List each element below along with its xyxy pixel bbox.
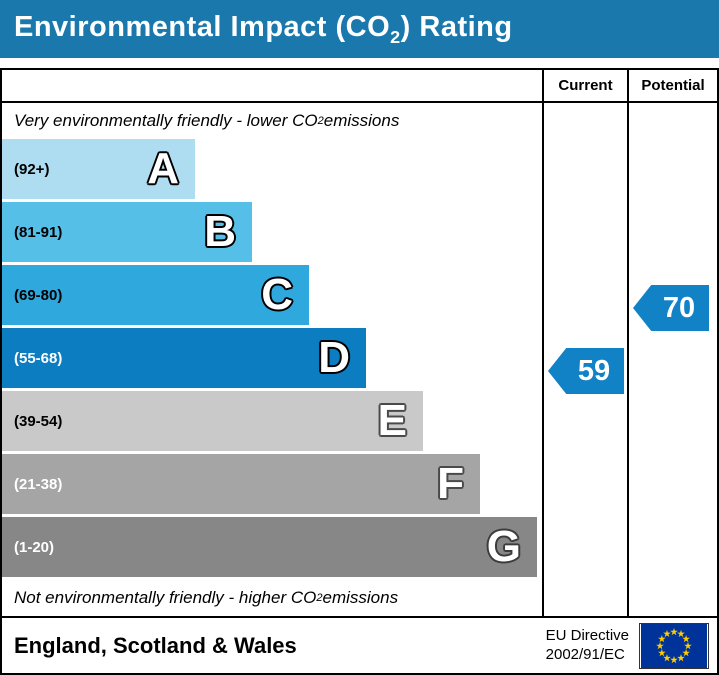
band-range-label: (55-68) xyxy=(14,349,63,367)
band-range-label: (69-80) xyxy=(14,286,63,304)
band-row: (1-20) G xyxy=(2,517,542,577)
potential-column: 70 xyxy=(627,103,717,616)
potential-column-header: Potential xyxy=(627,70,717,103)
rating-chart: Current Potential Very environmentally f… xyxy=(0,68,719,618)
band-row: (81-91) B xyxy=(2,202,542,262)
page-title: Environmental Impact (CO2) Rating xyxy=(14,11,513,48)
eu-directive-line1: EU Directive xyxy=(545,626,629,644)
band-letter: C xyxy=(261,270,293,319)
band-row: (55-68) D xyxy=(2,328,542,388)
potential-rating-arrow: 70 xyxy=(633,285,709,331)
main-column-header xyxy=(2,70,542,103)
potential-rating-value: 70 xyxy=(662,291,696,324)
band-bar: (39-54) E xyxy=(2,391,423,451)
current-column-header: Current xyxy=(542,70,627,103)
band-row: (39-54) E xyxy=(2,391,542,451)
band-bar: (81-91) B xyxy=(2,202,252,262)
band-letter: D xyxy=(318,333,350,382)
band-row: (92+) A xyxy=(2,139,542,199)
band-letter: A xyxy=(147,144,179,193)
eu-directive-label: EU Directive 2002/91/EC xyxy=(546,627,629,665)
band-bar: (55-68) D xyxy=(2,328,366,388)
band-letter: G xyxy=(486,522,521,571)
band-bar: (69-80) C xyxy=(2,265,309,325)
band-range-label: (21-38) xyxy=(14,475,63,493)
band-range-label: (1-20) xyxy=(14,538,55,556)
band-letter: E xyxy=(377,396,407,445)
band-bar: (92+) A xyxy=(2,139,195,199)
bottom-note-suffix: emissions xyxy=(322,588,399,607)
current-column: 59 xyxy=(542,103,627,616)
band-range-label: (81-91) xyxy=(14,223,63,241)
page-title-suffix: ) Rating xyxy=(400,10,513,43)
bottom-note: Not environmentally friendly - higher CO… xyxy=(2,580,542,616)
band-letter: B xyxy=(204,207,236,256)
band-row: (21-38) F xyxy=(2,454,542,514)
footer: England, Scotland & Wales EU Directive 2… xyxy=(0,618,719,675)
top-note: Very environmentally friendly - lower CO… xyxy=(2,103,542,139)
band-row: (69-80) C xyxy=(2,265,542,325)
band-letter: F xyxy=(437,459,464,508)
band-list: (92+) A (81-91) B (69-80) C (55-68) D (3… xyxy=(2,139,542,577)
top-note-subscript: 2 xyxy=(317,115,324,127)
current-rating-arrow: 59 xyxy=(548,348,624,394)
eu-directive-line2: 2002/91/EC xyxy=(545,645,625,663)
bottom-note-subscript: 2 xyxy=(316,592,323,604)
band-range-label: (39-54) xyxy=(14,412,63,430)
eu-flag-icon xyxy=(639,622,709,669)
title-bar: Environmental Impact (CO2) Rating xyxy=(0,0,719,58)
current-rating-value: 59 xyxy=(577,354,611,387)
band-bar: (1-20) G xyxy=(2,517,537,577)
band-bar: (21-38) F xyxy=(2,454,480,514)
eu-directive-group: EU Directive 2002/91/EC xyxy=(546,622,709,669)
region-label: England, Scotland & Wales xyxy=(14,632,297,658)
top-note-text: Very environmentally friendly - lower CO xyxy=(14,111,318,130)
page-title-subscript: 2 xyxy=(390,26,401,47)
chart-grid: Current Potential Very environmentally f… xyxy=(2,70,717,616)
page-title-text: Environmental Impact (CO xyxy=(14,10,391,43)
top-note-suffix: emissions xyxy=(323,111,400,130)
bottom-note-text: Not environmentally friendly - higher CO xyxy=(14,588,317,607)
band-range-label: (92+) xyxy=(14,160,50,178)
band-area: Very environmentally friendly - lower CO… xyxy=(2,103,542,616)
